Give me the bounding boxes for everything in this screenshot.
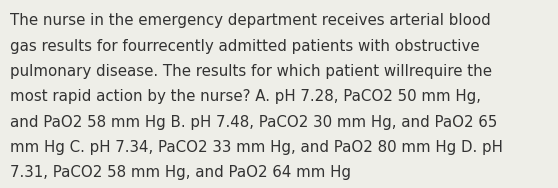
Text: mm Hg C. pH 7.34, PaCO2 33 mm Hg, and PaO2 80 mm Hg D. pH: mm Hg C. pH 7.34, PaCO2 33 mm Hg, and Pa… [10,140,503,155]
Text: and PaO2 58 mm Hg B. pH 7.48, PaCO2 30 mm Hg, and PaO2 65: and PaO2 58 mm Hg B. pH 7.48, PaCO2 30 m… [10,115,497,130]
Text: most rapid action by the nurse? A. pH 7.28, PaCO2 50 mm Hg,: most rapid action by the nurse? A. pH 7.… [10,89,481,104]
Text: 7.31, PaCO2 58 mm Hg, and PaO2 64 mm Hg: 7.31, PaCO2 58 mm Hg, and PaO2 64 mm Hg [10,165,351,180]
Text: pulmonary disease. The results for which patient willrequire the: pulmonary disease. The results for which… [10,64,492,79]
Text: The nurse in the emergency department receives arterial blood: The nurse in the emergency department re… [10,13,491,28]
Text: gas results for fourrecently admitted patients with obstructive: gas results for fourrecently admitted pa… [10,39,480,54]
